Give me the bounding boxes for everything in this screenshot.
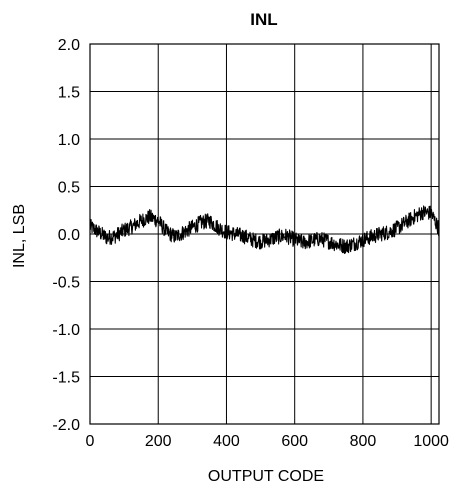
x-axis-label: OUTPUT CODE (208, 468, 324, 485)
x-tick-label: 600 (281, 433, 308, 450)
y-axis-label: INL, LSB (11, 204, 28, 268)
x-tick-label: 800 (350, 433, 377, 450)
x-tick-label: 200 (145, 433, 172, 450)
inl-series-line (89, 205, 440, 255)
x-tick-label: 400 (213, 433, 240, 450)
data-layer (89, 205, 440, 255)
y-tick-label: 1.0 (58, 132, 80, 149)
x-tick-labels: 0 200 400 600 800 1000 (86, 433, 450, 450)
y-tick-labels: 2.0 1.5 1.0 0.5 0.0 -0.5 -1.0 -1.5 -2.0 (52, 37, 80, 434)
x-tick-label: 1000 (413, 433, 449, 450)
y-tick-label: -1.0 (52, 322, 80, 339)
y-tick-label: 0.0 (58, 227, 80, 244)
chart-title: INL (250, 10, 277, 29)
y-tick-label: -0.5 (52, 275, 80, 292)
x-tick-label: 0 (86, 433, 95, 450)
y-tick-label: 0.5 (58, 180, 80, 197)
y-tick-label: -2.0 (52, 417, 80, 434)
y-tick-label: -1.5 (52, 370, 80, 387)
y-tick-label: 2.0 (58, 37, 80, 54)
plot-frame (89, 43, 440, 425)
y-tick-label: 1.5 (58, 85, 80, 102)
